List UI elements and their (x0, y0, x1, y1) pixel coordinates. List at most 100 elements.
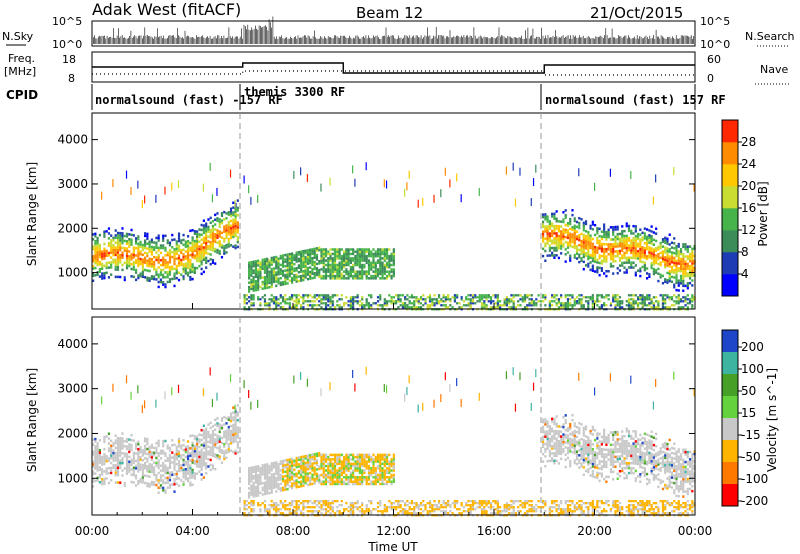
velocity-cell (320, 508, 323, 511)
power-cell (338, 277, 341, 280)
velocity-cell (229, 419, 233, 423)
velocity-cell (263, 465, 267, 469)
velocity-cell (125, 445, 129, 448)
power-cell (684, 284, 687, 288)
velocity-cell (349, 476, 352, 479)
power-cell (220, 236, 224, 239)
velocity-cell (211, 449, 215, 453)
velocity-cell (322, 480, 325, 484)
power-cell (232, 201, 235, 205)
power-cell (295, 273, 298, 277)
power-cell (688, 281, 692, 285)
power-cell (383, 265, 386, 269)
power-cell (293, 258, 296, 262)
velocity-cell (311, 478, 314, 481)
velocity-cell (322, 482, 325, 486)
velocity-cell (270, 480, 273, 483)
power-cell (686, 284, 689, 288)
power-cell (682, 252, 685, 256)
power-cell (607, 298, 610, 301)
velocity-cell (309, 467, 312, 470)
velocity-cell (193, 445, 196, 448)
power-cell (664, 261, 667, 264)
power-cell (555, 227, 558, 230)
power-cell (632, 306, 635, 309)
velocity-cell (105, 477, 108, 480)
velocity-cell (290, 469, 294, 472)
power-cell (395, 294, 398, 297)
power-cell (130, 238, 133, 241)
power-cell (548, 246, 551, 250)
power-cell (318, 304, 321, 307)
velocity-cell (205, 427, 208, 431)
power-cell (286, 282, 289, 285)
colorbar-tick-label: 12 (741, 223, 756, 237)
power-cell (302, 276, 305, 280)
velocity-cell (202, 476, 206, 479)
velocity-cell (119, 444, 122, 447)
power-cell (553, 227, 556, 230)
power-cell (641, 253, 644, 256)
power-cell (664, 251, 667, 254)
ytick-label: 2000 (57, 221, 88, 235)
power-cell (125, 252, 129, 255)
velocity-cell (144, 449, 147, 453)
power-cell (324, 306, 328, 309)
velocity-cell (263, 499, 267, 503)
velocity-cell (345, 478, 348, 481)
velocity-cell (315, 499, 319, 503)
power-cell (618, 232, 622, 236)
power-cell (358, 304, 362, 307)
power-cell (275, 277, 278, 281)
power-cell (211, 232, 215, 235)
velocity-cell (186, 440, 190, 443)
velocity-cell (300, 462, 303, 466)
power-cell (340, 298, 343, 301)
velocity-cell (112, 454, 115, 457)
velocity-cell (146, 452, 149, 456)
power-cell (367, 302, 371, 305)
power-cell (121, 239, 124, 242)
power-cell (670, 251, 674, 254)
power-cell (417, 298, 420, 301)
power-cell (431, 304, 434, 307)
velocity-cell (311, 512, 314, 515)
power-cell (322, 274, 325, 278)
velocity-cell (284, 470, 287, 473)
velocity-cell (103, 440, 106, 444)
power-cell (603, 272, 606, 275)
power-cell (322, 294, 325, 297)
velocity-cell (286, 465, 289, 469)
power-cell (153, 248, 156, 252)
power-cell (275, 304, 278, 307)
power-cell (582, 224, 585, 227)
power-cell (641, 255, 644, 259)
power-cell (686, 274, 689, 278)
power-cell (272, 302, 276, 305)
power-cell (607, 248, 610, 251)
power-cell (584, 239, 588, 243)
velocity-cell (148, 453, 151, 456)
power-cell (630, 261, 633, 264)
power-cell (268, 281, 271, 285)
power-cell (625, 261, 628, 264)
power-cell (664, 248, 667, 252)
power-cell (94, 261, 97, 265)
power-cell (157, 236, 160, 240)
power-cell (621, 256, 624, 260)
power-cell (573, 236, 576, 240)
power-cell (327, 257, 330, 260)
velocity-cell (146, 465, 149, 468)
power-cell (383, 272, 386, 276)
power-cell (125, 240, 129, 243)
power-cell (390, 277, 393, 280)
velocity-cell (234, 429, 237, 433)
power-cell (234, 199, 236, 208)
power-cell (648, 241, 651, 244)
velocity-cell (263, 481, 267, 485)
power-cell (107, 254, 111, 257)
velocity-cell (293, 459, 296, 463)
velocity-cell (313, 477, 316, 481)
power-cell (650, 252, 653, 255)
power-cell (372, 261, 375, 265)
